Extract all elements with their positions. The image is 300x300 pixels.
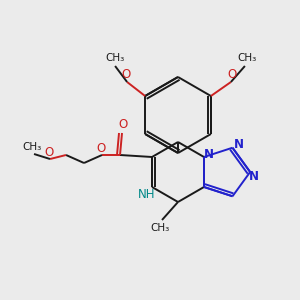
Text: CH₃: CH₃: [22, 142, 42, 152]
Text: O: O: [227, 68, 236, 80]
Text: CH₃: CH₃: [150, 223, 170, 233]
Text: N: N: [249, 169, 259, 182]
Text: N: N: [204, 148, 214, 160]
Text: N: N: [233, 138, 244, 151]
Text: O: O: [122, 68, 131, 80]
Text: O: O: [44, 146, 54, 158]
Text: NH: NH: [138, 188, 156, 202]
Text: CH₃: CH₃: [237, 53, 256, 63]
Text: O: O: [96, 142, 106, 154]
Text: O: O: [118, 118, 127, 131]
Text: CH₃: CH₃: [106, 53, 125, 63]
